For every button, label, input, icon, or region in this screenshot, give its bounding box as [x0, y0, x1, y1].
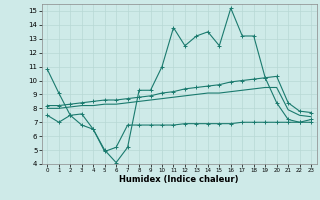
- X-axis label: Humidex (Indice chaleur): Humidex (Indice chaleur): [119, 175, 239, 184]
